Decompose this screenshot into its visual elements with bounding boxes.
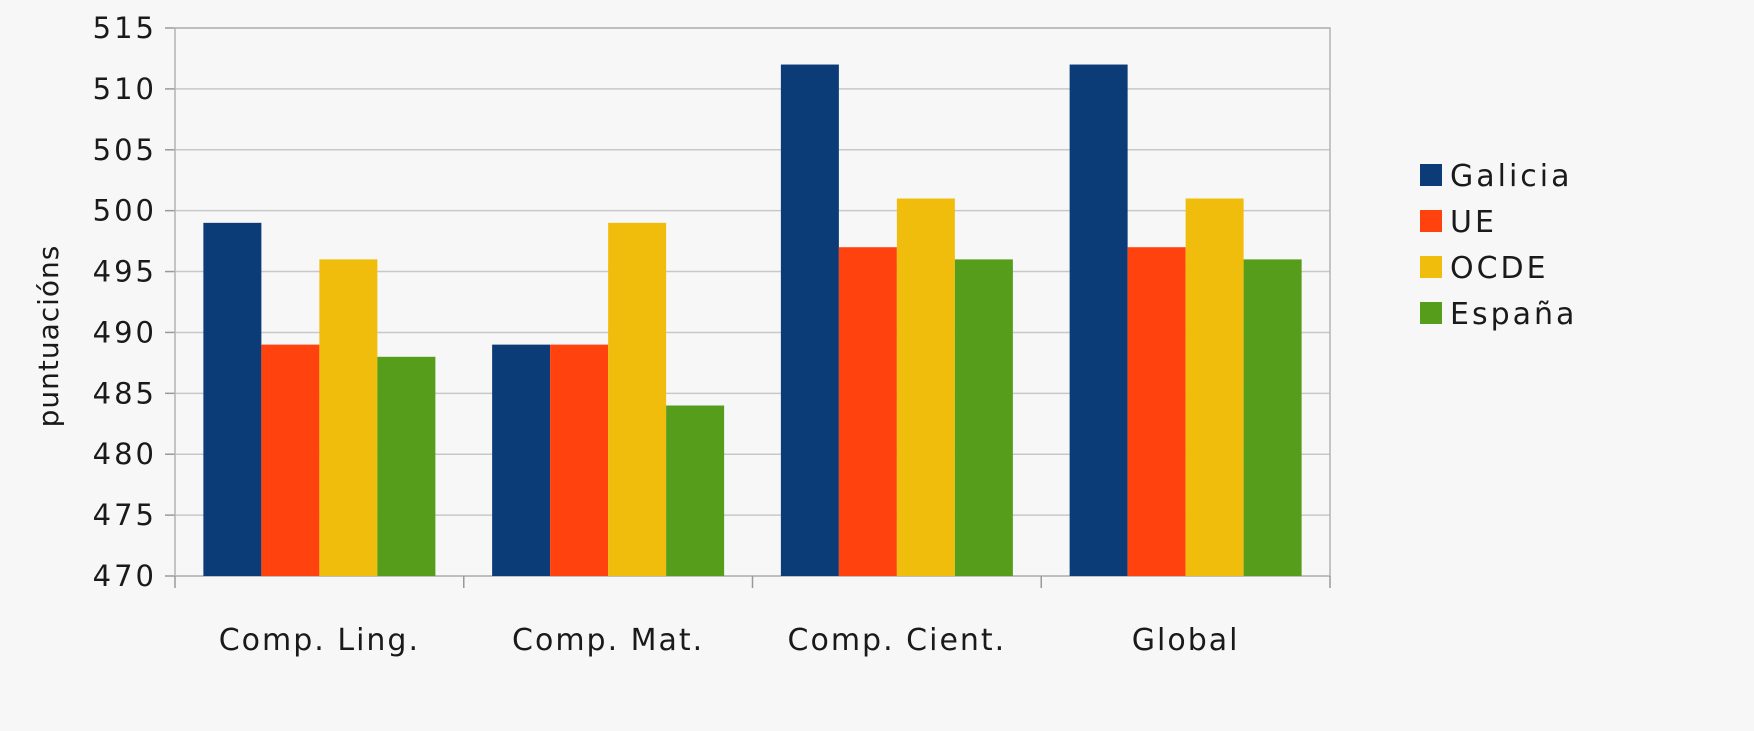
bar-espa-a	[377, 356, 436, 576]
legend-label: OCDE	[1450, 251, 1549, 286]
bar-galicia	[1069, 64, 1128, 577]
bar-galicia	[492, 344, 551, 576]
bar-ue	[550, 344, 609, 576]
bar-ocde	[1185, 198, 1244, 576]
legend-swatch	[1420, 302, 1442, 324]
y-tick-label: 500	[93, 194, 157, 228]
x-category-label: Comp. Ling.	[219, 623, 420, 658]
y-tick-label: 480	[93, 437, 157, 471]
bar-espa-a	[1243, 259, 1302, 576]
legend-label: España	[1450, 297, 1577, 332]
x-category-label: Global	[1132, 623, 1240, 658]
legend-swatch	[1420, 164, 1442, 186]
y-tick-label: 515	[93, 11, 157, 45]
bar-ue	[1127, 247, 1186, 576]
y-tick-label: 510	[93, 72, 157, 106]
legend: Galicia UE OCDE España	[1420, 159, 1577, 332]
bar-galicia	[203, 222, 262, 576]
legend-label: Galicia	[1450, 159, 1573, 194]
legend-swatch	[1420, 210, 1442, 232]
y-tick-label: 475	[93, 498, 157, 532]
plot-frame	[174, 27, 1331, 588]
bar-galicia	[780, 64, 839, 577]
bar-ue	[261, 344, 320, 576]
bar-ocde	[896, 198, 955, 576]
legend-label: UE	[1450, 205, 1497, 240]
legend-swatch	[1420, 256, 1442, 278]
bar-espa-a	[954, 259, 1013, 576]
bar-ocde	[319, 259, 378, 576]
y-tick-label: 490	[93, 315, 157, 349]
x-axis-category-labels: Comp. Ling. Comp. Mat. Comp. Cient. Global	[219, 623, 1240, 658]
bar-ocde	[608, 222, 667, 576]
y-tick-label: 495	[93, 255, 157, 289]
y-tick-label: 505	[93, 133, 157, 167]
y-tick-label: 485	[93, 376, 157, 410]
bars	[203, 64, 1302, 577]
y-axis-tick-labels: 470 475 480 485 490 495 500 505 510 515	[93, 11, 157, 593]
x-category-label: Comp. Mat.	[512, 623, 704, 658]
x-category-label: Comp. Cient.	[788, 623, 1007, 658]
bar-ue	[838, 247, 897, 576]
y-tick-label: 470	[93, 559, 157, 593]
bar-espa-a	[666, 405, 725, 576]
y-axis-title: puntuacións	[32, 245, 65, 428]
